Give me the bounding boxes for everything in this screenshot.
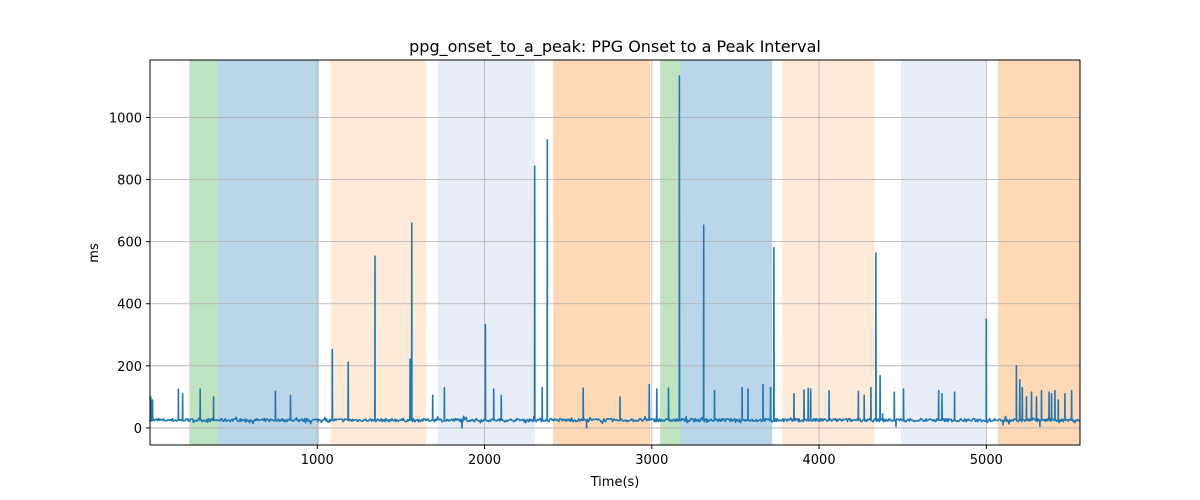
band-1	[217, 60, 319, 445]
series-line	[149, 75, 1081, 429]
y-tick-label-0: 0	[134, 422, 142, 437]
x-tick-label-4: 5000	[970, 453, 1003, 468]
band-8	[901, 60, 987, 445]
series-layer	[149, 75, 1081, 429]
band-7	[782, 60, 875, 445]
y-tick-label-2: 400	[117, 298, 142, 313]
band-0	[189, 60, 218, 445]
y-tick-label-5: 1000	[109, 111, 142, 126]
band-4	[553, 60, 651, 445]
band-6	[680, 60, 773, 445]
band-9	[998, 60, 1080, 445]
x-tick-label-0: 1000	[301, 453, 334, 468]
x-axis-ticks: 1000 2000 3000 4000 5000	[301, 445, 1003, 468]
y-tick-label-4: 800	[117, 174, 142, 189]
x-tick-label-1: 2000	[468, 453, 501, 468]
plot-frame	[149, 59, 1081, 446]
y-tick-label-1: 200	[117, 360, 142, 375]
x-tick-label-3: 4000	[803, 453, 836, 468]
y-tick-label-3: 600	[117, 236, 142, 251]
y-axis-title: ms	[87, 243, 102, 263]
x-tick-label-2: 3000	[635, 453, 668, 468]
x-axis-title: Time(s)	[590, 475, 640, 490]
chart-title: ppg_onset_to_a_peak: PPG Onset to a Peak…	[409, 37, 821, 57]
y-axis-ticks: 0 200 400 600 800 1000	[109, 111, 150, 437]
band-5	[660, 60, 681, 445]
